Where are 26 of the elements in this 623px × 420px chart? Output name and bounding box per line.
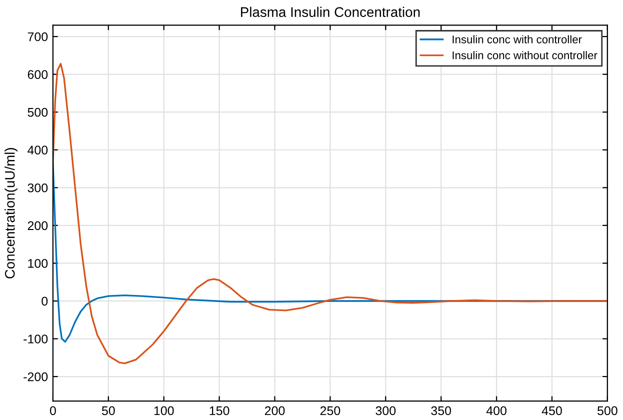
y-axis-title: Concentration(uU/ml) (4, 148, 18, 278)
legend-label: Insulin conc without controller (452, 51, 598, 60)
x-tick-label: 100 (154, 406, 174, 416)
x-tick-label: 150 (210, 406, 230, 416)
y-tick-label: -200 (24, 372, 48, 382)
x-tick-label: 250 (320, 406, 340, 416)
line-series (52, 62, 608, 364)
x-tick-label: 300 (376, 406, 396, 416)
y-tick-label: 700 (28, 32, 48, 42)
x-tick-label: 400 (486, 406, 506, 416)
y-tick-label: 600 (28, 70, 48, 79)
y-tick-label: 300 (28, 183, 48, 192)
y-tick-label: 200 (28, 221, 48, 230)
x-tick-label: 200 (264, 406, 285, 416)
x-tick-label: 0 (50, 406, 56, 416)
y-tick-label: -100 (24, 334, 48, 344)
y-tick-label: 400 (28, 146, 48, 155)
y-tick-label: 500 (28, 108, 48, 117)
x-tick-label: 350 (431, 406, 452, 416)
x-tick-label: 50 (102, 406, 115, 416)
legend-label: Insulin conc with controller (452, 35, 582, 44)
x-tick-label: 450 (542, 406, 562, 416)
y-tick-label: 100 (28, 259, 48, 268)
y-tick-label: 0 (42, 296, 48, 306)
chart-title: Plasma Insulin Concentration (241, 6, 420, 18)
x-tick-label: 500 (598, 406, 618, 416)
